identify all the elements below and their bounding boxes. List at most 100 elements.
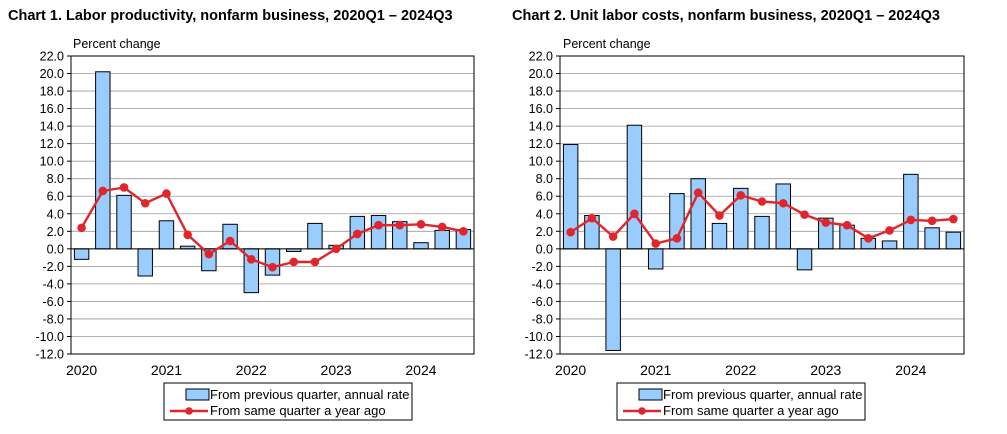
y-tick-label: -8.0	[42, 312, 64, 326]
y-tick-label: 0.0	[47, 242, 64, 256]
line-point	[395, 220, 405, 230]
y-tick-label: 8.0	[536, 172, 553, 186]
line-point	[927, 216, 937, 226]
x-year-label: 2023	[810, 362, 841, 378]
bar	[95, 71, 111, 250]
line-point	[608, 232, 618, 241]
y-tick-label: 12.0	[529, 137, 553, 151]
y-tick-label: 14.0	[40, 120, 64, 134]
line-point	[757, 197, 767, 206]
y-tick-label: 6.0	[536, 190, 553, 204]
y-tick-label: 16.0	[40, 102, 64, 116]
bar	[137, 248, 153, 277]
y-tick-label: -10.0	[36, 330, 65, 344]
bar	[116, 194, 132, 250]
y-axis-label: Percent change	[73, 37, 161, 51]
bar	[924, 227, 940, 250]
bar	[158, 220, 175, 250]
y-tick-label: 4.0	[536, 207, 553, 221]
bar	[796, 248, 813, 271]
line-point	[331, 244, 341, 254]
y-tick-label: 10.0	[40, 155, 64, 169]
line-point	[821, 218, 831, 227]
bar	[647, 248, 664, 270]
y-tick-label: -2.0	[42, 260, 64, 274]
line-point	[906, 215, 916, 225]
line-point	[800, 210, 809, 219]
bar	[903, 173, 919, 250]
line-point	[353, 229, 362, 239]
y-tick-label: 6.0	[47, 190, 64, 204]
y-tick-label: 22.0	[529, 50, 553, 64]
y-tick-label: 18.0	[529, 85, 553, 99]
y-tick-label: 16.0	[529, 102, 553, 116]
line-point	[864, 234, 873, 243]
bar	[307, 222, 323, 250]
line-point	[842, 220, 852, 230]
line-point	[246, 255, 256, 264]
x-year-label: 2020	[66, 362, 97, 378]
y-tick-label: -6.0	[531, 295, 553, 309]
y-tick-label: 14.0	[529, 120, 553, 134]
line-point	[778, 198, 788, 208]
y-tick-label: 2.0	[536, 225, 553, 239]
y-tick-label: -4.0	[42, 277, 64, 291]
line-point	[715, 211, 724, 220]
line-point	[119, 183, 129, 192]
y-tick-label: 18.0	[40, 85, 64, 99]
y-tick-label: -12.0	[36, 348, 65, 362]
y-tick-label: 4.0	[47, 207, 64, 221]
line-point	[693, 188, 703, 198]
bar	[370, 215, 387, 250]
chart-panel-2: Chart 2. Unit labor costs, nonfarm busin…	[504, 0, 1004, 434]
x-year-label: 2021	[151, 362, 182, 378]
y-tick-label: 20.0	[529, 67, 553, 81]
plot-frame	[559, 55, 965, 355]
line-point	[77, 223, 86, 233]
x-year-label: 2024	[895, 362, 926, 378]
bar	[434, 229, 450, 250]
y-tick-label: 0.0	[536, 242, 553, 256]
legend-label: From previous quarter, annual rate	[663, 387, 862, 402]
bar	[413, 242, 429, 250]
line-point	[885, 226, 894, 235]
y-tick-label: 2.0	[47, 225, 64, 239]
legend-bar-swatch	[185, 388, 210, 401]
bar	[775, 183, 791, 250]
legend-line-marker	[638, 407, 646, 415]
y-tick-label: -4.0	[531, 277, 553, 291]
line-point	[289, 257, 299, 267]
y-tick-label: -2.0	[531, 260, 553, 274]
legend-line-marker	[185, 407, 193, 415]
line-point	[459, 226, 468, 236]
line-point	[736, 191, 746, 200]
x-year-label: 2023	[321, 362, 352, 378]
line-point	[225, 236, 235, 246]
line-point	[416, 219, 426, 229]
x-year-label: 2024	[405, 362, 436, 378]
line-point	[204, 249, 214, 259]
legend-label: From same quarter a year ago	[663, 403, 839, 418]
chart-2-svg: Percent change 22.0 20.0 18.0 16.0 14.0 12.0 10…	[525, 37, 965, 421]
bar	[754, 215, 770, 250]
x-year-label: 2021	[640, 362, 671, 378]
line-point	[183, 230, 192, 240]
legend-label: From previous quarter, annual rate	[210, 387, 409, 402]
chart-title: Chart 2. Unit labor costs, nonfarm busin…	[512, 8, 940, 24]
chart-panel-1: Chart 1. Labor productivity, nonfarm bus…	[0, 0, 500, 434]
chart-1-svg: Percent change 22.0 20.0 18.0 16.0 14.0 12.0 10…	[36, 37, 475, 421]
chart-title: Chart 1. Labor productivity, nonfarm bus…	[8, 8, 453, 24]
plot-frame	[70, 55, 475, 355]
line-point	[587, 213, 597, 223]
y-tick-label: 12.0	[40, 137, 64, 151]
line-point	[98, 186, 108, 196]
bar	[626, 124, 643, 250]
legend-bar-swatch	[638, 388, 663, 401]
line-point	[630, 209, 639, 219]
line-point	[374, 220, 383, 230]
line-point	[162, 189, 171, 198]
line-point	[651, 239, 660, 248]
line-point	[672, 234, 682, 243]
legend-label: From same quarter a year ago	[210, 403, 386, 418]
bar	[945, 231, 962, 250]
